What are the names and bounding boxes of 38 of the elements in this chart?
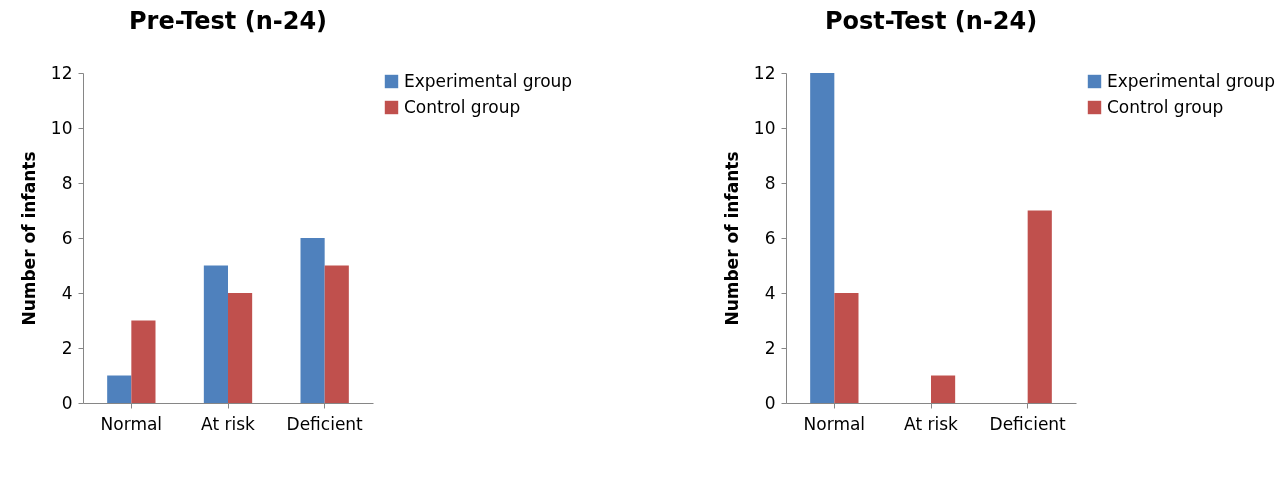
y-tick-label: 4 [61,282,73,303]
legend-label: Control group [404,96,521,117]
x-tick-label: At risk [201,413,256,434]
bar [1027,210,1052,403]
bar [834,293,859,403]
bar [324,265,349,403]
bar [203,265,228,403]
y-tick-label: 10 [753,117,776,138]
x-tick-label: Deficient [286,413,364,434]
bar [131,320,156,403]
y-axis-title: Number of infants [721,151,742,326]
y-tick-label: 8 [764,172,776,193]
chart-title: Pre-Test (n-24) [128,7,328,35]
legend-label: Control group [1107,96,1224,117]
y-axis-title: Number of infants [18,151,39,326]
bar [931,375,956,403]
y-tick-label: 6 [61,227,73,248]
bar [228,293,253,403]
bar [107,375,132,403]
y-tick-label: 6 [764,227,776,248]
x-tick-label: Normal [803,413,866,434]
bar [300,238,325,403]
y-tick-label: 10 [50,117,73,138]
y-tick-label: 2 [61,337,73,358]
y-tick-label: 2 [764,337,776,358]
x-tick-label: Normal [100,413,163,434]
legend-label: Experimental group [404,70,573,91]
chart-title: Post-Test (n-24) [824,7,1038,35]
x-tick-label: Deficient [989,413,1067,434]
y-tick-label: 12 [753,62,776,83]
y-tick-label: 0 [764,392,776,413]
y-tick-label: 4 [764,282,776,303]
y-tick-label: 0 [61,392,73,413]
legend-label: Experimental group [1107,70,1276,91]
y-tick-label: 12 [50,62,73,83]
bar [810,73,835,403]
x-tick-label: At risk [904,413,959,434]
y-tick-label: 8 [61,172,73,193]
